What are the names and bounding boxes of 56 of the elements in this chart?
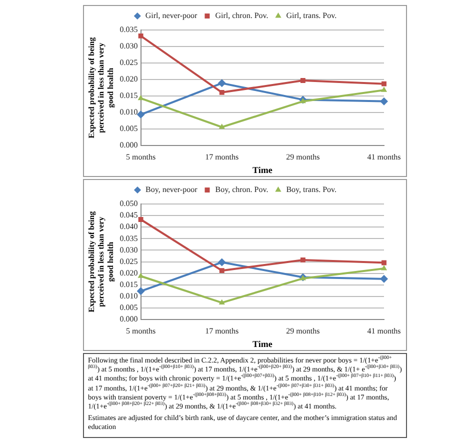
y-tick-label: 0.030 bbox=[120, 42, 138, 51]
x-axis-title: Time bbox=[252, 338, 272, 349]
legend-label: Girl, chron. Pov. bbox=[215, 11, 268, 20]
y-axis-title: Expected probability of being perceived in less than very good health bbox=[86, 37, 116, 138]
point bbox=[219, 90, 224, 95]
x-tick-label: 17 months bbox=[205, 152, 239, 162]
y-tick-label: 0.010 bbox=[120, 108, 138, 117]
y-tick-label: 0.040 bbox=[120, 222, 138, 232]
point bbox=[380, 86, 388, 92]
legend-label: Girl, never-poor bbox=[145, 11, 198, 20]
point bbox=[218, 258, 226, 266]
y-tick-label: 0.010 bbox=[120, 292, 138, 301]
y-tick-label: 0.015 bbox=[120, 280, 138, 290]
point bbox=[218, 299, 225, 304]
y-tick-label: 0.015 bbox=[120, 91, 138, 100]
x-axis-title: Time bbox=[252, 164, 272, 175]
legend-label: Boy, chron. Pov. bbox=[215, 185, 268, 194]
x-tick-label: 29 months bbox=[286, 326, 320, 336]
x-tick-label: 41 months bbox=[367, 152, 401, 162]
x-tick-label: 5 months bbox=[126, 152, 156, 162]
point bbox=[138, 33, 144, 38]
x-tick-label: 29 months bbox=[286, 152, 320, 162]
y-tick-label: 0.020 bbox=[120, 74, 138, 84]
legend-label: Boy, never-poor bbox=[145, 185, 198, 194]
y-tick-label: 0.050 bbox=[120, 199, 138, 208]
y-tick-label: 0.025 bbox=[120, 256, 138, 266]
point bbox=[218, 124, 225, 129]
y-tick-label: 0.045 bbox=[120, 210, 138, 220]
x-tick-label: 5 months bbox=[126, 326, 156, 336]
point bbox=[300, 78, 306, 84]
y-axis-title: Expected probability of being perceived in less than very good health bbox=[86, 211, 116, 312]
legend-label: Boy, trans. Pov. bbox=[286, 185, 337, 194]
point bbox=[380, 274, 388, 283]
x-tick-label: 41 months bbox=[367, 326, 401, 336]
y-tick-label: 0.005 bbox=[120, 303, 138, 312]
point bbox=[218, 79, 226, 88]
point bbox=[380, 97, 388, 106]
y-tick-label: 0.025 bbox=[120, 58, 138, 68]
point bbox=[382, 260, 386, 266]
point bbox=[136, 287, 145, 296]
point bbox=[380, 265, 388, 270]
y-tick-label: 0.035 bbox=[120, 234, 138, 243]
legend-label: Girl, trans. Pov. bbox=[286, 11, 337, 20]
point bbox=[138, 94, 144, 100]
y-tick-label: 0.005 bbox=[120, 124, 138, 134]
y-tick-label: 0.030 bbox=[120, 245, 138, 254]
y-tick-label: 0.035 bbox=[120, 25, 138, 34]
point bbox=[382, 81, 386, 86]
point bbox=[300, 257, 306, 262]
point bbox=[136, 110, 145, 119]
y-tick-label: 0.000 bbox=[120, 140, 138, 150]
y-tick-label: 0.000 bbox=[120, 314, 138, 324]
y-tick-label: 0.020 bbox=[120, 268, 138, 278]
point bbox=[219, 268, 224, 274]
x-tick-label: 17 months bbox=[205, 326, 239, 336]
point bbox=[138, 217, 144, 222]
